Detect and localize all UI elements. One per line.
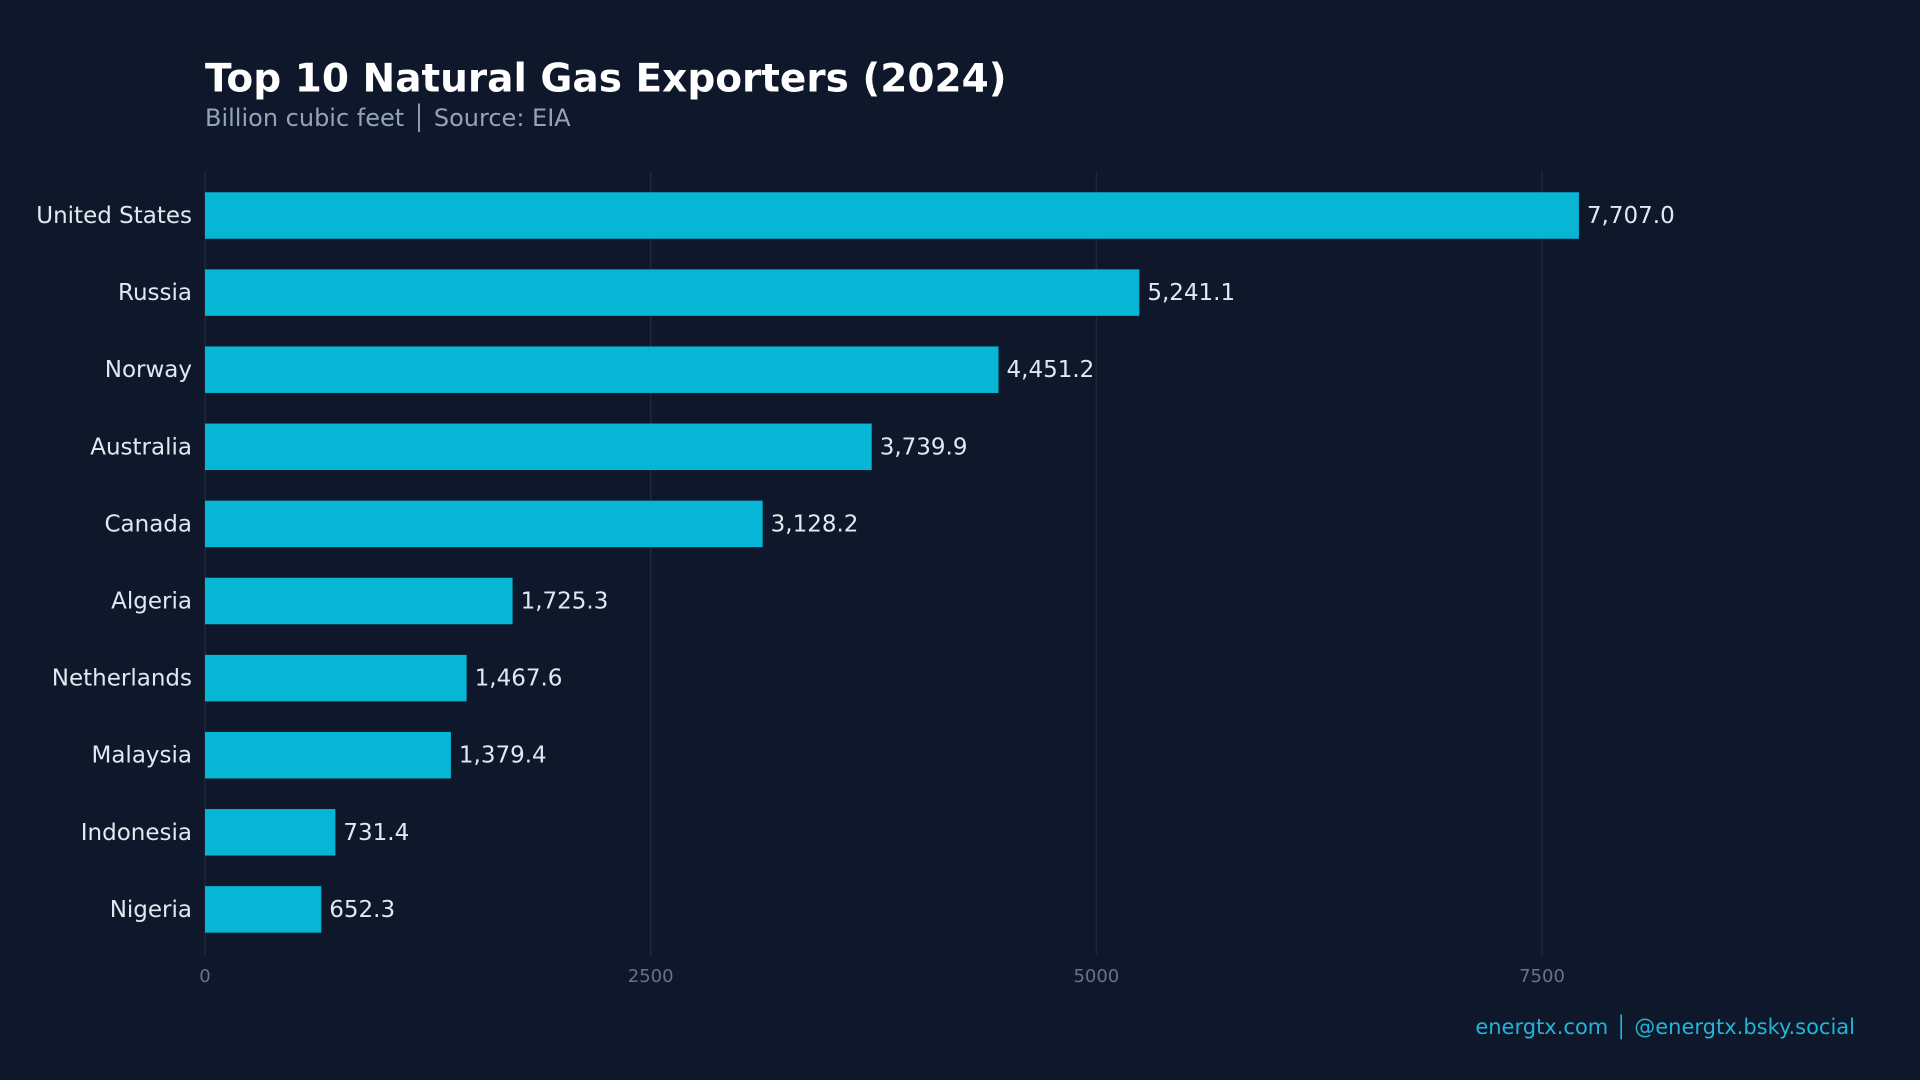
x-tick-label: 5000 <box>1073 966 1119 987</box>
y-tick-label: Indonesia <box>81 820 192 846</box>
value-label: 1,467.6 <box>475 666 563 692</box>
bar <box>205 577 513 625</box>
value-label: 1,379.4 <box>459 743 547 769</box>
y-tick-label: Canada <box>104 511 192 537</box>
value-label: 3,128.2 <box>771 511 859 537</box>
value-label: 731.4 <box>343 820 409 846</box>
bar <box>205 809 336 856</box>
value-label: 3,739.9 <box>880 434 968 460</box>
bar <box>205 269 1140 316</box>
bar <box>205 423 872 471</box>
y-tick-label: Netherlands <box>52 666 192 692</box>
value-label: 1,725.3 <box>521 589 609 615</box>
x-tick-label: 0 <box>199 966 210 987</box>
y-tick-label: Nigeria <box>110 897 192 923</box>
bar <box>205 886 322 933</box>
bar <box>205 346 999 393</box>
x-tick-label: 2500 <box>628 966 674 987</box>
y-tick-label: Malaysia <box>91 743 192 769</box>
value-label: 7,707.0 <box>1587 203 1675 229</box>
value-label: 652.3 <box>329 897 395 923</box>
footer: energtx.com │ @energtx.bsky.social <box>1475 1014 1855 1040</box>
bar <box>205 500 763 548</box>
y-tick-label: Norway <box>105 357 192 383</box>
x-tick-label: 7500 <box>1519 966 1565 987</box>
chart-title: Top 10 Natural Gas Exporters (2024) <box>205 57 1007 102</box>
bar <box>205 654 467 702</box>
bar <box>205 731 451 779</box>
value-label: 5,241.1 <box>1147 280 1235 306</box>
value-label: 4,451.2 <box>1007 357 1095 383</box>
chart-subtitle: Billion cubic feet │ Source: EIA <box>205 103 571 132</box>
bar <box>205 192 1579 239</box>
y-tick-label: Algeria <box>111 589 192 615</box>
y-tick-label: Australia <box>90 434 192 460</box>
y-tick-label: United States <box>36 203 192 229</box>
y-tick-label: Russia <box>118 280 192 306</box>
